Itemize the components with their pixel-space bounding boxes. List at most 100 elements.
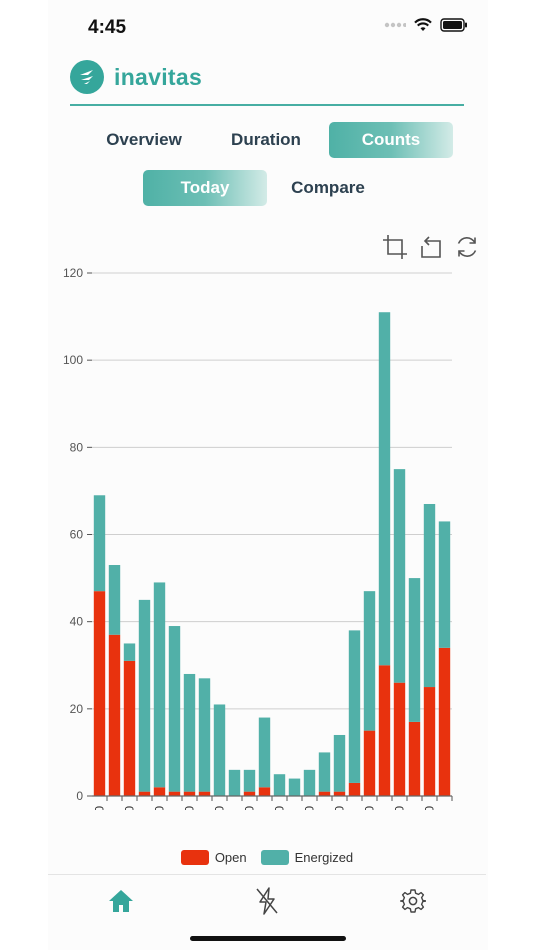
legend-open[interactable]: Open [180,847,247,867]
x-tick-label: 10:00 [393,806,407,810]
bar-energized [423,503,436,688]
bar-energized [333,734,346,792]
bar-open [318,791,331,796]
bar-open [123,660,136,796]
chart-toolbar [382,234,480,260]
bar-open [378,665,391,796]
bar-energized [258,717,271,788]
bar-open [333,791,346,796]
main-tabs: Overview Duration Counts [0,122,534,160]
wifi-icon [414,18,432,31]
bar-open [423,687,436,796]
nav-home[interactable] [103,883,139,919]
x-tick-label: 18:00 [153,806,167,810]
energy-off-icon [256,887,278,915]
bar-open [168,791,181,796]
legend-energized[interactable]: Energized [260,847,354,867]
brand-name: inavitas [114,63,203,90]
x-tick-label: 16:00 [123,806,137,810]
bar-open [258,787,271,796]
x-tick-label: 20:00 [183,806,197,810]
stacked-bar-chart: 0 20 40 60 80 100 120 14:00 16:00 18:00 20:00 22:00… [63,266,453,836]
bar-energized [408,578,421,722]
bar-open [393,682,406,796]
period-tabs: Today Compare [0,170,534,208]
y-tick-label: 80 [70,440,84,454]
brand-logo-icon [70,60,104,94]
bar-energized [153,582,166,788]
settings-gear-icon [400,889,426,913]
refresh-icon[interactable] [454,234,480,260]
nav-energy[interactable] [249,883,285,919]
bottom-nav [48,875,486,925]
y-tick-label: 0 [76,789,83,803]
bar-energized [378,312,391,666]
bottom-nav-divider [48,874,486,875]
counts-chart: 0 20 40 60 80 100 120 14:00 16:00 18:00 20:00 22:00… [0,250,534,836]
bar-open [243,791,256,796]
y-tick-label: 100 [63,353,83,367]
tab-today[interactable]: Today [143,170,267,206]
bar-energized [138,599,151,792]
x-tick-label: 14:00 [93,806,107,810]
tab-duration[interactable]: Duration [231,130,301,149]
tab-compare[interactable]: Compare [291,178,365,197]
home-icon [109,890,133,912]
bar-energized [318,752,331,792]
status-time: 4:45 [88,17,127,38]
bar-open [408,721,421,796]
bar-energized [393,469,406,683]
bar-energized [93,495,106,592]
signal-dots-icon [384,22,406,28]
y-tick-label: 60 [70,528,84,542]
bar-energized [438,521,451,648]
bar-energized [183,673,196,792]
home-indicator[interactable] [190,936,346,941]
bar-energized [123,643,136,661]
brand-header: inavitas [70,60,202,94]
bar-open [183,791,196,796]
bar-energized [213,704,226,796]
bar-energized [288,778,301,796]
header-divider [70,104,464,106]
zoom-reset-icon[interactable] [418,234,444,260]
chart-legend: Open Energized [0,847,534,867]
bar-energized [348,630,361,783]
legend-energized-label: Energized [294,849,354,865]
bar-open [363,730,376,796]
bar-energized [198,678,211,792]
bar-energized [243,769,256,792]
x-tick-label: 0:00 [243,806,257,810]
x-tick-label: 8:00 [363,806,377,810]
bar-energized [273,774,286,796]
nav-settings[interactable] [395,883,431,919]
tab-counts[interactable]: Counts [329,122,453,158]
legend-open-swatch [180,849,209,865]
bar-open [153,787,166,796]
tab-overview[interactable]: Overview [106,130,182,149]
x-tick-label: 22:00 [213,806,227,810]
battery-icon [440,18,467,32]
x-tick-label: 12:00 [423,806,437,810]
x-tick-label: 6:00 [333,806,347,810]
legend-open-label: Open [214,849,247,865]
x-tick-label: 2:00 [273,806,287,810]
bar-open [108,634,121,796]
y-tick-label: 20 [70,702,84,716]
bar-energized [108,565,121,635]
bar-open [438,647,451,796]
bar-open [348,782,361,796]
y-tick-label: 120 [63,266,83,280]
bar-open [138,791,151,796]
bar-open [198,791,211,796]
crop-zoom-icon[interactable] [382,234,408,260]
status-icons [384,18,468,32]
y-tick-label: 40 [70,615,84,629]
status-bar: 4:45 [0,0,534,56]
bar-energized [228,769,241,796]
bar-open [93,591,106,796]
bar-energized [168,626,181,792]
legend-energized-swatch [260,849,289,865]
bar-energized [303,769,316,796]
bar-energized [363,591,376,731]
